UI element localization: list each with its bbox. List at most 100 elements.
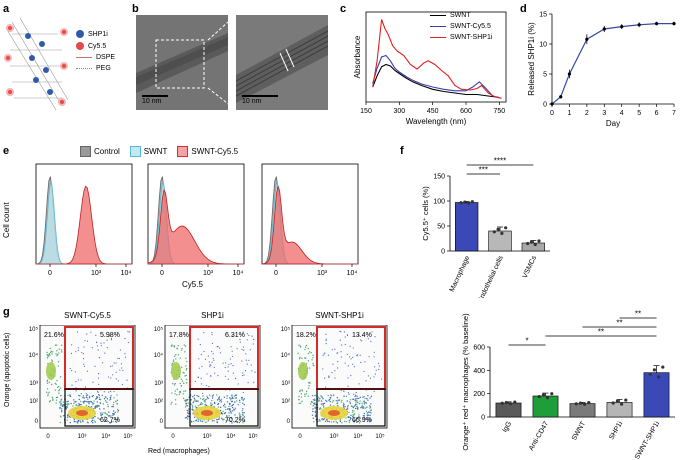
flow-dot-1-189: [222, 418, 224, 421]
legend-e-swnt-cy55: SWNT-Cy5.5: [177, 146, 238, 157]
flow-ul-dot-1-22: [174, 399, 177, 401]
flow-ur-dot-2-35: [323, 353, 325, 355]
flow-ur-dot-0-13: [119, 349, 121, 351]
flow-dot-0-214: [111, 405, 113, 408]
panel-c-letter: c: [340, 3, 347, 15]
flow-ur-dot-2-53: [340, 331, 342, 333]
flow-ul-dot-1-25: [174, 393, 176, 395]
flow-dot-1-180: [213, 420, 215, 422]
flow-dot-1-231: [211, 399, 213, 402]
d-ylabel: Released SHP1i (%): [527, 22, 536, 96]
flow-ur-dot-0-57: [84, 340, 86, 342]
flow-dot-1-72: [196, 394, 198, 397]
flow-dot-1-7: [220, 399, 222, 402]
hist-tick-label-2-0: 0: [274, 270, 278, 277]
flow-dot-2-92: [354, 395, 356, 398]
flow-ur-dot-0-55: [127, 330, 129, 333]
flow-ur-dot-1-67: [246, 339, 248, 341]
g-ytick-label-3: 600: [473, 345, 485, 352]
flow-ul-dot-1-51: [172, 360, 175, 363]
flow-ul-dot-2-52: [308, 387, 310, 389]
flow-ul-dot-1-40: [185, 374, 187, 377]
flow-ur-dot-2-23: [347, 392, 350, 394]
flow-dot-1-171: [199, 419, 201, 421]
flow-dot-2-141: [335, 421, 337, 423]
flow-dot-1-74: [218, 397, 220, 399]
g-dot-1-3: [550, 392, 554, 396]
flow-dot-1-234: [191, 404, 194, 406]
flow-ul-dot-0-44: [56, 344, 58, 346]
flow-ur-dot-0-6: [77, 349, 80, 351]
e-ylabel: Cell count: [2, 202, 11, 238]
d-xtick-label-7: 7: [672, 110, 676, 117]
flow-dot-2-157: [367, 399, 369, 401]
flow-ul-dot-0-59: [58, 348, 60, 350]
flow-dot-0-124: [103, 408, 105, 410]
flow-dot-1-31: [231, 422, 233, 424]
scale-label-left: 10 nm: [142, 98, 162, 105]
flow-dot-0-205: [61, 408, 63, 410]
flow-dot-2-149: [352, 406, 355, 409]
g-dot-4-1: [652, 368, 657, 372]
flow-dot-2-216: [370, 412, 372, 414]
flow-dot-1-173: [235, 397, 238, 399]
flow-dot-1-92: [195, 400, 197, 402]
flow-ur-dot-0-9: [110, 339, 113, 341]
flow-ul-dot-1-15: [176, 394, 178, 396]
hist-cy55-1: [147, 188, 244, 265]
flow-ul-dot-1-69: [171, 344, 173, 346]
flow-ur-dot-1-22: [243, 349, 245, 351]
flow-dot-2-189: [359, 400, 361, 402]
g-bar-2: [569, 403, 596, 418]
flow-dot-0-229: [104, 418, 106, 421]
flow-ur-dot-0-61: [74, 371, 76, 373]
flow-dot-0-42: [72, 405, 74, 407]
flow-dot-2-6: [345, 420, 348, 423]
flow-dot-1-54: [223, 418, 225, 421]
f-bar-0: [455, 202, 479, 252]
flow-ul-dot-0-38: [47, 395, 49, 397]
flow-ul-dot-1-50: [175, 358, 177, 360]
flow-ytick-0-2: 10³: [29, 381, 38, 387]
flow-ur-dot-0-42: [97, 377, 100, 379]
flow-ur-dot-2-51: [349, 345, 351, 347]
flow-ur-dot-1-63: [246, 333, 248, 335]
flow-xtick-1-1: 10³: [203, 434, 212, 440]
flow-ur-dot-1-39: [200, 353, 202, 356]
g-sig-label-2: **: [616, 319, 622, 328]
flow-xtick-2-0: 0: [298, 434, 302, 440]
flow-dot-0-141: [66, 405, 69, 407]
flow-ul-dot-0-68: [49, 400, 52, 402]
g-dot-4-2: [656, 375, 661, 379]
flow-dot-1-110: [212, 394, 215, 396]
flow-dot-2-137: [337, 404, 339, 407]
flow-dot-1-141: [230, 399, 232, 401]
flow-dot-2-70: [362, 406, 365, 408]
flow-dot-1-209: [190, 403, 192, 405]
flow-dot-2-150: [330, 421, 333, 423]
flow-dot-1-232: [239, 415, 241, 417]
f-xlabel-0: Macrophage: [449, 255, 472, 293]
flow-ur-dot-0-4: [121, 367, 123, 369]
flow-dot-0-76: [70, 402, 72, 405]
flow-ur-dot-0-22: [113, 390, 115, 393]
flow-dot-0-227: [109, 396, 112, 399]
flow-dot-1-254: [230, 400, 233, 403]
flow-dot-1-191: [222, 404, 225, 407]
flow-dot-0-78: [85, 404, 88, 407]
flow-dot-2-29: [336, 397, 339, 399]
flow-dot-1-111: [238, 412, 241, 414]
flow-dot-0-242: [101, 394, 103, 397]
flow-dot-2-191: [367, 394, 369, 397]
flow-ur-dot-0-20: [98, 357, 100, 359]
flow-ur-dot-2-36: [348, 393, 350, 395]
flow-ul-dot-0-27: [59, 387, 62, 389]
flow-ur-dot-0-45: [124, 338, 126, 340]
flow-dot-0-102: [116, 408, 119, 411]
flow-ur-dot-0-2: [70, 352, 73, 354]
flow-ur-dot-1-37: [224, 375, 227, 377]
flow-ur-dot-2-43: [331, 372, 333, 374]
flow-dot-1-215: [234, 394, 237, 397]
flow-dot-0-226: [97, 405, 99, 407]
flow-dot-1-79: [187, 398, 189, 401]
